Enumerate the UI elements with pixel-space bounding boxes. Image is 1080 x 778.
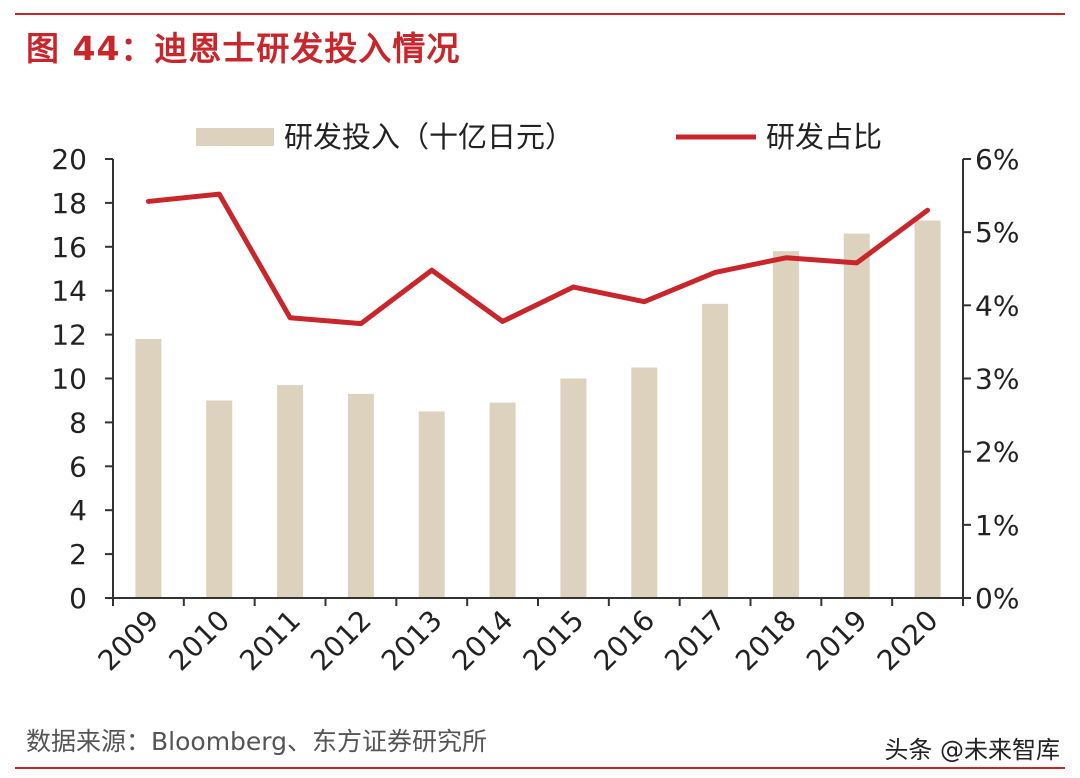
y-left-tick-label: 0	[69, 582, 87, 615]
x-tick-label: 2019	[800, 604, 874, 678]
line-point-2012	[359, 322, 363, 326]
bar-2020	[914, 220, 941, 598]
x-tick-label: 2018	[729, 604, 803, 678]
y-right-tick-label: 1%	[975, 509, 1019, 542]
y-right-tick-label: 6%	[975, 143, 1019, 176]
y-right-tick-label: 2%	[975, 436, 1019, 469]
line-ratio	[145, 191, 931, 327]
y-left-tick-label: 10	[51, 363, 87, 396]
watermark: 头条 @未来智库	[884, 736, 1060, 764]
bar-2019	[843, 233, 870, 598]
y-left-tick-label: 4	[69, 494, 87, 527]
line-point-2009	[146, 199, 150, 203]
page-title: 图 44：迪恩士研发投入情况	[26, 29, 461, 68]
line-point-2018	[784, 256, 788, 260]
bar-2018	[772, 251, 799, 598]
x-tick-label: 2010	[162, 604, 236, 678]
y-right-tick-label: 0%	[975, 582, 1019, 615]
x-tick-label: 2016	[587, 604, 661, 678]
legend-bar-label: 研发投入（十亿日元）	[284, 120, 574, 154]
top-rule	[15, 13, 1065, 15]
x-tick-label: 2017	[658, 604, 732, 678]
x-tick-label: 2012	[304, 604, 378, 678]
line-point-2015	[571, 285, 575, 289]
x-tick-label: 2020	[871, 604, 945, 678]
x-tick-label: 2011	[233, 604, 307, 678]
line-point-2019	[855, 261, 859, 265]
bar-2016	[631, 367, 658, 598]
line-point-2014	[501, 319, 505, 323]
line-point-2016	[642, 300, 646, 304]
legend-line-label: 研发占比	[766, 120, 882, 154]
line-series	[145, 191, 931, 327]
bar-2017	[702, 303, 729, 598]
line-point-2020	[926, 208, 930, 212]
x-tick-label: 2014	[446, 604, 520, 678]
legend-bar-swatch	[196, 128, 274, 146]
bar-2009	[135, 338, 162, 598]
y-right-tick-label: 3%	[975, 363, 1019, 396]
bar-2015	[560, 378, 587, 598]
y-left-tick-label: 18	[51, 187, 87, 220]
y-left-tick-label: 2	[69, 538, 87, 571]
legend: 研发投入（十亿日元） 研发占比	[196, 120, 882, 154]
x-tick-label: 2015	[517, 604, 591, 678]
y-left-tick-label: 14	[51, 275, 87, 308]
bottom-rule	[15, 767, 1065, 769]
line-point-2017	[713, 270, 717, 274]
y-left-tick-label: 6	[69, 450, 87, 483]
y-right-tick-label: 4%	[975, 289, 1019, 322]
x-tick-label: 2009	[92, 604, 166, 678]
x-tick-label: 2013	[375, 604, 449, 678]
bar-series	[135, 220, 941, 598]
y-left-tick-label: 8	[69, 406, 87, 439]
source-note: 数据来源：Bloomberg、东方证券研究所	[26, 727, 487, 756]
bar-2011	[277, 385, 304, 598]
line-point-2010	[217, 192, 221, 196]
y-left-tick-label: 12	[51, 319, 87, 352]
y-right-tick-label: 5%	[975, 216, 1019, 249]
line-point-2013	[430, 268, 434, 272]
bar-2012	[347, 393, 374, 598]
line-point-2011	[288, 316, 292, 320]
bar-2010	[206, 400, 233, 598]
y-left-tick-label: 16	[51, 231, 87, 264]
axes: 024681012141618200%1%2%3%4%5%6%200920102…	[51, 143, 1019, 677]
bar-2014	[489, 402, 516, 598]
y-left-tick-label: 20	[51, 143, 87, 176]
bar-2013	[418, 411, 445, 598]
